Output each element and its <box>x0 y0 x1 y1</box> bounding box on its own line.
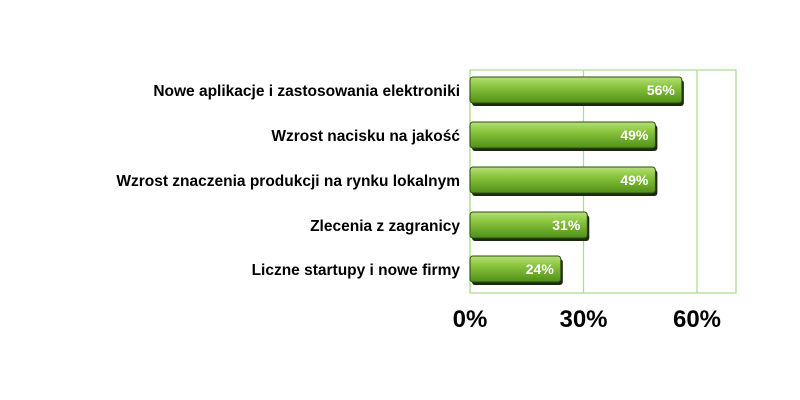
bar <box>469 76 683 104</box>
bar-value-label: 31% <box>552 217 581 233</box>
category-label: Nowe aplikacje i zastosowania elektronik… <box>153 83 460 100</box>
bar-group-2: 49% <box>469 166 658 196</box>
x-tick-label: 60% <box>673 306 721 333</box>
x-tick-label: 0% <box>453 306 488 333</box>
bar-value-label: 49% <box>620 172 649 188</box>
bar-value-label: 24% <box>526 261 555 277</box>
bar <box>469 255 562 283</box>
bar <box>469 121 656 149</box>
category-label: Wzrost znaczenia produkcji na rynku loka… <box>116 173 460 190</box>
bar <box>469 166 656 194</box>
bar-group-3: 31% <box>469 211 590 241</box>
bar-group-0: 56% <box>469 76 684 106</box>
bar-value-label: 56% <box>647 82 676 98</box>
category-labels: Nowe aplikacje i zastosowania elektronik… <box>116 83 460 279</box>
x-tick-label: 30% <box>559 306 607 333</box>
category-label: Zlecenia z zagranicy <box>310 218 460 235</box>
category-label: Liczne startupy i nowe firmy <box>252 262 461 279</box>
bar-group-4: 24% <box>469 255 563 285</box>
bar-value-label: 49% <box>620 127 649 143</box>
bar <box>469 211 588 239</box>
category-label: Wzrost nacisku na jakość <box>271 128 460 145</box>
bars-layer: 56% 49% 49% 31% 24% <box>469 76 684 285</box>
bar-group-1: 49% <box>469 121 658 151</box>
x-axis-ticks: 0% 30% 60% <box>453 306 721 333</box>
